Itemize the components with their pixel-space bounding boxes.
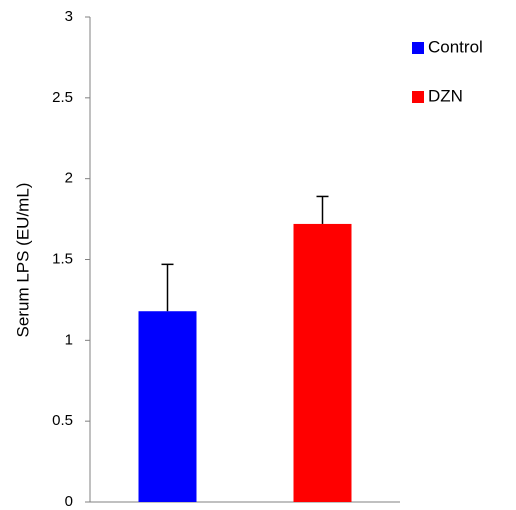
y-axis-title: Serum LPS (EU/mL)	[13, 183, 32, 338]
y-tick-label: 1.5	[52, 250, 73, 267]
legend-swatch	[412, 42, 424, 54]
y-tick-label: 2	[65, 170, 73, 187]
legend-text: Control	[428, 37, 483, 56]
y-tick-label: 3	[65, 8, 73, 25]
y-tick-label: 2.5	[52, 89, 73, 106]
bar	[138, 311, 197, 502]
y-tick-label: 1	[65, 331, 73, 348]
legend-text: DZN	[428, 86, 463, 105]
y-tick-label: 0	[65, 493, 73, 510]
legend-swatch	[412, 91, 424, 103]
bar	[293, 223, 352, 502]
y-tick-label: 0.5	[52, 412, 73, 429]
